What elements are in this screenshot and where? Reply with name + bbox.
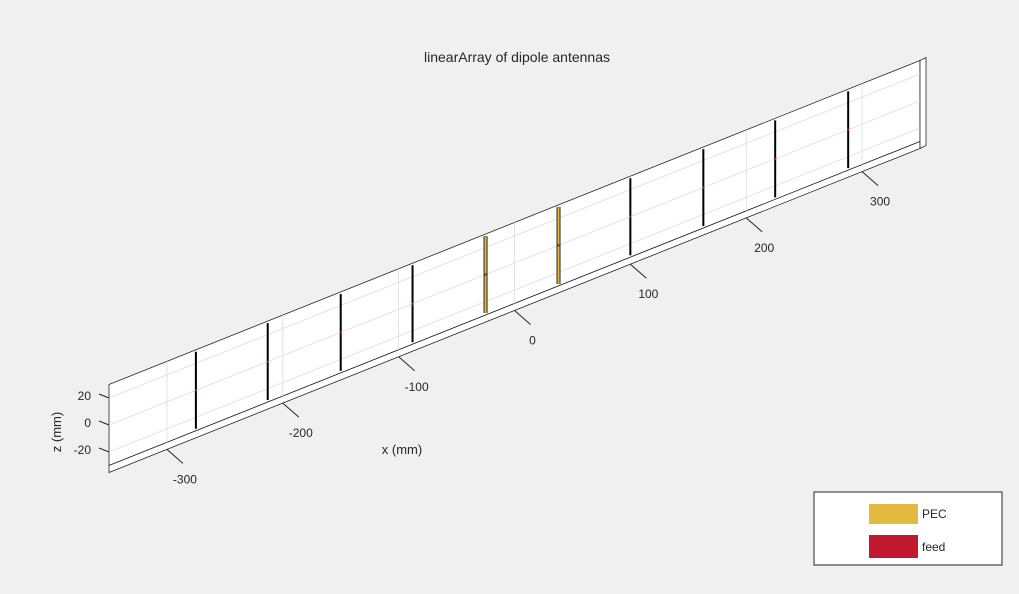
x-tick-label: 100 <box>638 287 658 301</box>
grid-line-z <box>108 73 921 399</box>
legend-swatch-pec <box>869 504 918 524</box>
x-tick-mark <box>514 310 531 325</box>
x-tick-mark <box>861 171 879 187</box>
chart-title: linearArray of dipole antennas <box>424 49 610 65</box>
x-axis-label: x (mm) <box>382 442 422 457</box>
axes-box <box>108 56 927 474</box>
legend-label-pec: PEC <box>922 507 947 521</box>
grid-line-z <box>108 127 921 453</box>
x-tick-mark <box>398 356 415 372</box>
grid-lines <box>108 73 921 453</box>
x-tick-label: 200 <box>754 241 774 255</box>
z-tick-mark <box>98 393 110 399</box>
x-tick-label: 300 <box>870 195 890 209</box>
axes-bottom-face <box>108 140 921 474</box>
x-axis-ticks: -300 -200 -100 0 100 200 300 <box>166 171 890 486</box>
x-tick-mark <box>630 263 647 279</box>
z-axis-label: z (mm) <box>49 412 64 452</box>
z-tick-label: 0 <box>84 416 91 430</box>
z-tick-mark <box>98 420 110 426</box>
z-tick-label: 20 <box>78 389 92 403</box>
x-tick-mark <box>282 402 300 418</box>
x-tick-label: -200 <box>289 426 313 440</box>
grid-line-z <box>108 100 921 426</box>
legend: PEC feed <box>813 491 1003 566</box>
dipole-elements <box>194 91 850 429</box>
legend-label-feed: feed <box>922 540 945 554</box>
x-tick-mark <box>166 448 184 464</box>
legend-swatch-feed <box>869 535 918 558</box>
x-tick-label: 0 <box>529 334 536 348</box>
x-tick-label: -100 <box>405 380 429 394</box>
axes-side-face <box>919 56 927 150</box>
x-tick-mark <box>745 217 763 233</box>
z-axis-ticks: 20 0 -20 <box>74 389 110 457</box>
z-tick-mark <box>98 447 110 453</box>
z-tick-label: -20 <box>74 443 92 457</box>
x-tick-label: -300 <box>173 472 197 486</box>
